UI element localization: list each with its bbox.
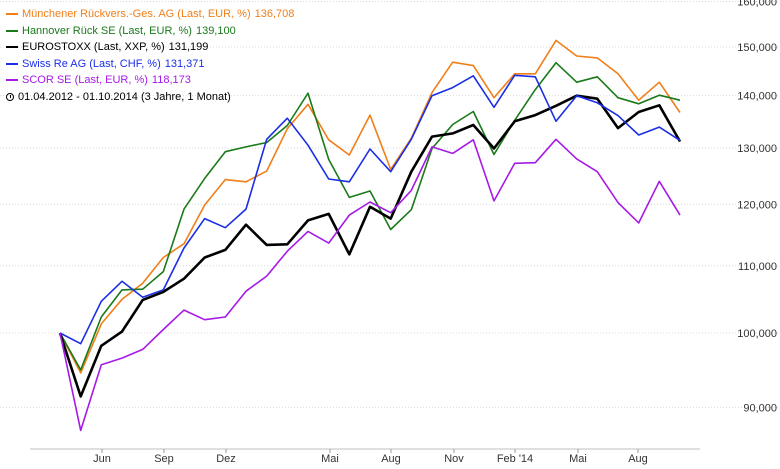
series-line-0 [59,39,681,374]
x-tick-label: Feb '14 [497,453,533,465]
legend-swatch [6,29,18,32]
legend-label: EUROSTOXX (Last, XXP, %) [22,41,165,53]
legend-label: Münchener Rückvers.-Ges. AG (Last, EUR, … [22,8,251,20]
x-tick-label: Sep [154,453,174,465]
y-tick-label: 160,000 [737,0,777,8]
y-tick-label: 120,000 [737,199,777,211]
series-line-4 [59,138,681,432]
legend-entry-munich-re[interactable]: Münchener Rückvers.-Ges. AG (Last, EUR, … [6,6,294,23]
x-tick-label: Aug [381,453,401,465]
y-tick-label: 150,000 [737,42,777,54]
legend-entry-scor[interactable]: SCOR SE (Last, EUR, %) 118,173 [6,72,294,89]
legend-entry-swiss-re[interactable]: Swiss Re AG (Last, CHF, %) 131,371 [6,56,294,73]
legend-label: Swiss Re AG (Last, CHF, %) [22,57,161,70]
legend-period: 01.04.2012 - 01.10.2014 (3 Jahre, 1 Mona… [6,89,294,106]
x-tick-label: Aug [628,453,648,465]
legend-value: 139,100 [195,24,236,37]
y-tick-label: 110,000 [738,261,777,273]
y-gridlines [0,0,780,408]
x-tick-label: Dez [216,453,236,465]
x-tick-label: Mai [569,453,587,465]
y-tick-label: 130,000 [737,143,777,155]
legend-entry-eurostoxx[interactable]: EUROSTOXX (Last, XXP, %) 131,199 [6,39,294,56]
y-axis: 160,000 150,000 140,000 130,000 120,000 110,0… [737,0,777,414]
legend-value: 136,708 [254,8,295,20]
x-tick-label: Nov [444,453,464,465]
y-tick-label: 100,000 [737,328,777,340]
legend-entry-hannover-re[interactable]: Hannover Rück SE (Last, EUR, %) 139,100 [6,23,294,40]
legend-swatch [6,62,18,65]
period-label: 01.04.2012 - 01.10.2014 (3 Jahre, 1 Mona… [18,90,231,103]
legend-value: 131,199 [168,41,209,53]
legend-swatch [6,13,18,16]
legend-swatch [6,46,18,49]
series-line-2 [58,94,682,398]
legend-label: Hannover Rück SE (Last, EUR, %) [22,24,192,37]
y-tick-label: 140,000 [737,91,777,103]
legend-label: SCOR SE (Last, EUR, %) [22,74,148,86]
x-tick-label: Jun [93,453,111,465]
x-tick-label: Mai [321,453,339,465]
y-tick-label: 90,000 [743,402,777,414]
clock-icon [6,92,14,101]
legend-value: 131,371 [164,57,205,70]
series-lines [58,39,682,432]
legend-value: 118,173 [151,74,191,86]
legend-swatch [6,79,18,82]
series-line-3 [59,74,681,345]
x-axis: Jun Sep Dez Mai Aug Nov Feb '14 Mai Aug [30,448,700,465]
legend: Münchener Rückvers.-Ges. AG (Last, EUR, … [6,6,294,105]
series-line-1 [59,61,681,371]
